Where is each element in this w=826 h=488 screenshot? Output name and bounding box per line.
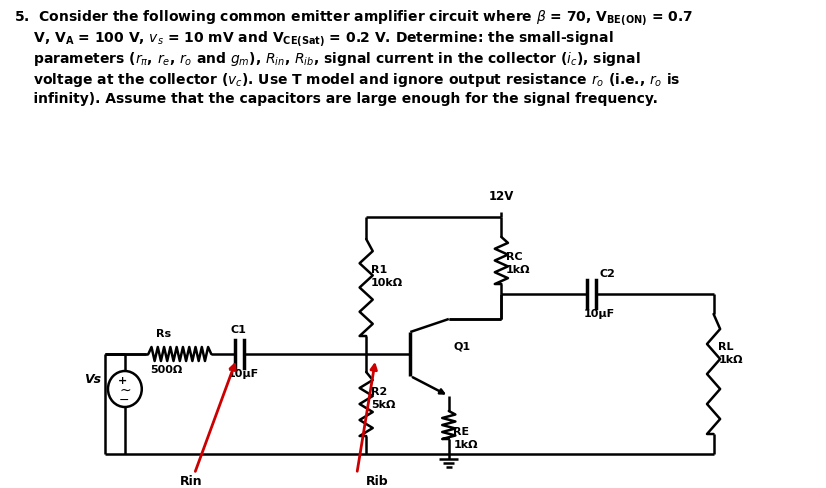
Text: Rs: Rs [156, 328, 171, 338]
Text: Rin: Rin [180, 474, 203, 487]
Text: Rib: Rib [366, 474, 389, 487]
Text: RC: RC [506, 251, 523, 262]
Text: 10μF: 10μF [227, 368, 259, 378]
Text: RL: RL [719, 341, 733, 351]
Text: 1kΩ: 1kΩ [453, 439, 478, 449]
Text: 10kΩ: 10kΩ [371, 278, 403, 287]
Text: 1kΩ: 1kΩ [506, 264, 530, 274]
Text: voltage at the collector ($v_c$). Use T model and ignore output resistance $r_o$: voltage at the collector ($v_c$). Use T … [14, 71, 681, 89]
Text: 5kΩ: 5kΩ [371, 399, 396, 409]
Text: Vs: Vs [84, 372, 102, 385]
Text: V, $\mathbf{V_A}$ = 100 V, $v_s$ = 10 mV and $\mathbf{V_{CE(Sat)}}$ = 0.2 V. Det: V, $\mathbf{V_A}$ = 100 V, $v_s$ = 10 mV… [14, 29, 614, 49]
Text: +: + [117, 375, 126, 385]
Text: 12V: 12V [488, 190, 514, 203]
Text: 1kΩ: 1kΩ [719, 354, 743, 364]
Text: C2: C2 [599, 268, 615, 279]
Text: −: − [119, 393, 129, 406]
Text: 500Ω: 500Ω [150, 364, 183, 374]
Text: RE: RE [453, 426, 470, 436]
Text: ~: ~ [119, 383, 131, 397]
Text: R2: R2 [371, 386, 387, 396]
Text: 5.  Consider the following common emitter amplifier circuit where $\beta$ = 70, : 5. Consider the following common emitter… [14, 8, 693, 28]
Text: Q1: Q1 [453, 341, 471, 351]
Text: 10μF: 10μF [584, 308, 615, 318]
Text: R1: R1 [371, 264, 387, 274]
Text: C1: C1 [230, 325, 246, 334]
Text: infinity). Assume that the capacitors are large enough for the signal frequency.: infinity). Assume that the capacitors ar… [14, 92, 658, 106]
Text: parameters ($r_\pi$, $r_e$, $r_o$ and $g_m$), $R_{in}$, $R_{ib}$, signal current: parameters ($r_\pi$, $r_e$, $r_o$ and $g… [14, 50, 641, 68]
